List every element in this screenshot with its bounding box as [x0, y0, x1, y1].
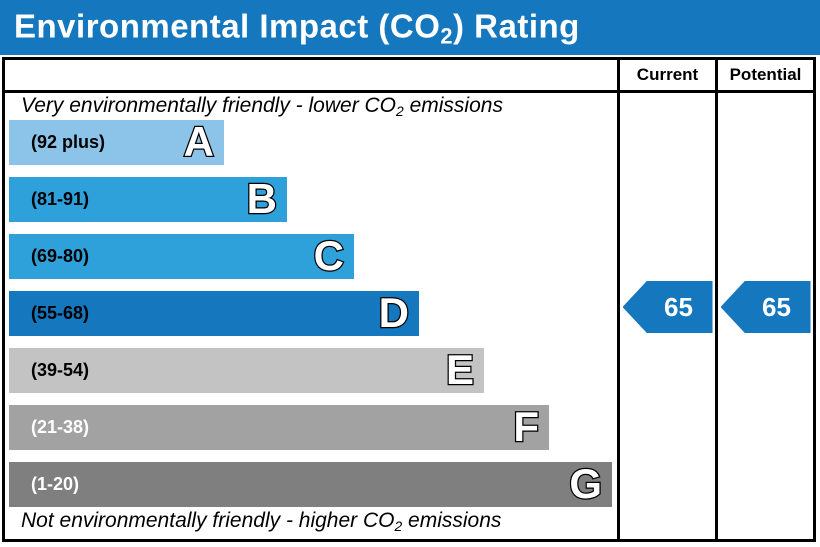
band-b: (81-91) B — [9, 174, 287, 222]
band-g: (1-20) G — [9, 459, 612, 507]
current-column-header: Current — [620, 60, 715, 93]
band-c: (69-80) C — [9, 231, 354, 279]
band-c-range-label: (69-80) — [31, 246, 90, 266]
current-column: Current 65 — [620, 60, 718, 539]
page-title-text-end: ) Rating — [453, 6, 580, 44]
top-note-text-end: emissions — [403, 94, 503, 117]
band-c-letter: C — [312, 231, 345, 279]
potential-column-header: Potential — [718, 60, 813, 93]
bottom-note-subscript: 2 — [394, 517, 403, 534]
top-note-text: Very environmentally friendly - lower CO — [21, 94, 397, 117]
page-title-text: Environmental Impact (CO — [14, 6, 441, 44]
top-note-subscript: 2 — [396, 102, 404, 119]
band-e-letter: E — [445, 345, 476, 393]
band-b-letter: B — [245, 174, 278, 222]
band-a-range-label: (92 plus) — [31, 132, 106, 152]
band-d-letter: D — [377, 288, 410, 336]
potential-rating-arrow: 65 — [720, 281, 811, 333]
band-g-letter: G — [568, 459, 603, 507]
top-note: Very environmentally friendly - lower CO… — [21, 94, 503, 119]
chart-body: Very environmentally friendly - lower CO… — [5, 93, 617, 536]
page-title: Environmental Impact (CO2) Rating — [14, 6, 580, 49]
title-bar: Environmental Impact (CO2) Rating — [0, 0, 820, 55]
chart-column: Very environmentally friendly - lower CO… — [5, 60, 620, 539]
chart-column-header — [5, 60, 617, 93]
bottom-note: Not environmentally friendly - higher CO… — [21, 509, 502, 534]
band-f: (21-38) F — [9, 402, 549, 450]
band-e-range-label: (39-54) — [31, 360, 90, 380]
page-title-subscript: 2 — [440, 23, 454, 49]
band-d: (55-68) D — [9, 288, 419, 336]
current-rating-arrow: 65 — [622, 281, 713, 333]
potential-column-body: 65 — [718, 93, 813, 536]
bottom-note-text: Not environmentally friendly - higher CO — [21, 509, 395, 532]
band-b-range-label: (81-91) — [31, 189, 90, 209]
potential-rating-value: 65 — [762, 291, 791, 322]
band-a: (92 plus) A — [9, 117, 224, 165]
potential-column: Potential 65 — [718, 60, 813, 539]
rating-table: Very environmentally friendly - lower CO… — [2, 57, 816, 542]
band-g-range-label: (1-20) — [31, 474, 80, 494]
band-e: (39-54) E — [9, 345, 484, 393]
current-column-body: 65 — [620, 93, 715, 536]
band-f-letter: F — [512, 402, 540, 450]
band-d-range-label: (55-68) — [31, 303, 90, 323]
bottom-note-text-end: emissions — [402, 509, 502, 532]
band-f-range-label: (21-38) — [31, 417, 90, 437]
current-rating-value: 65 — [664, 291, 693, 322]
band-a-letter: A — [182, 117, 215, 165]
